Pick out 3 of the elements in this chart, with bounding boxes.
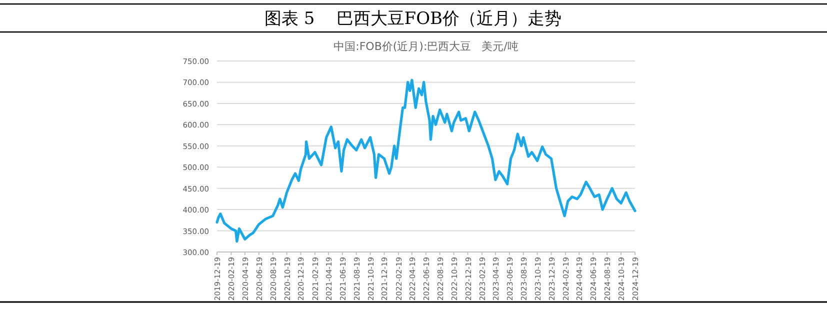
chart-subtitle: 中国:FOB价(近月):巴西大豆 美元/吨	[334, 40, 518, 53]
chart-title: 图表 5 巴西大豆FOB价（近月）走势	[264, 9, 562, 29]
line-series	[216, 78, 636, 243]
